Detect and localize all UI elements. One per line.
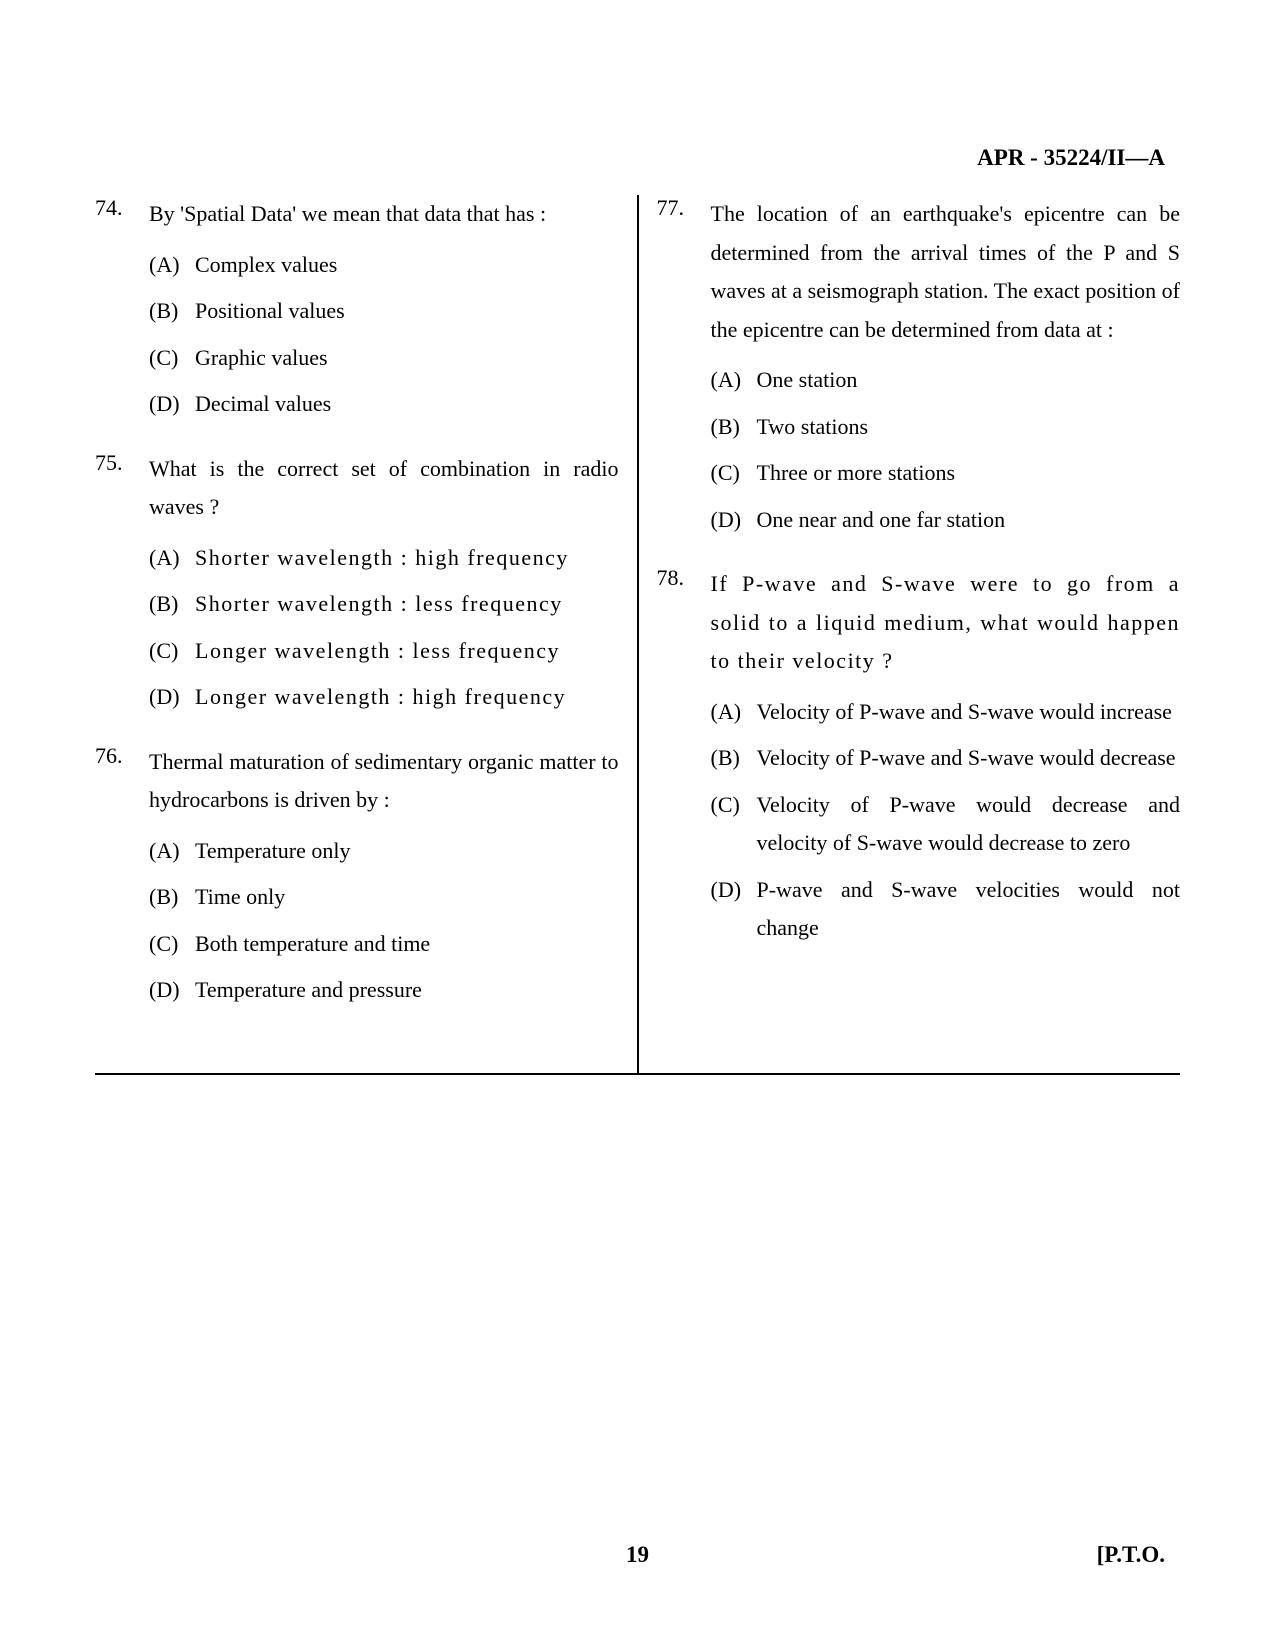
option: (D)One near and one far station <box>711 501 1181 540</box>
question-number: 76. <box>95 743 137 1018</box>
question-text: By 'Spatial Data' we mean that data that… <box>149 195 619 234</box>
question-body: If P-wave and S-wave were to go from a s… <box>711 565 1181 956</box>
option: (C)Graphic values <box>149 339 619 378</box>
question-text: If P-wave and S-wave were to go from a s… <box>711 565 1181 681</box>
option: (B)Two stations <box>711 408 1181 447</box>
option-label: (D) <box>711 871 749 948</box>
exam-header: APR - 35224/II—A <box>977 145 1165 171</box>
question-text: Thermal maturation of sedimentary organi… <box>149 743 619 820</box>
option-label: (C) <box>711 786 749 863</box>
option: (B)Positional values <box>149 292 619 331</box>
option-label: (B) <box>149 878 187 917</box>
option-label: (C) <box>711 454 749 493</box>
option-text: Temperature only <box>195 832 619 871</box>
left-column: 74. By 'Spatial Data' we mean that data t… <box>95 195 639 1073</box>
option-label: (C) <box>149 339 187 378</box>
pto-label: [P.T.O. <box>1097 1542 1165 1568</box>
option-label: (A) <box>711 361 749 400</box>
option: (A)Shorter wavelength : high frequency <box>149 539 619 578</box>
option-label: (C) <box>149 925 187 964</box>
question: 77. The location of an earthquake's epice… <box>657 195 1181 547</box>
option-text: Positional values <box>195 292 619 331</box>
option-label: (D) <box>149 971 187 1010</box>
question: 75. What is the correct set of combinatio… <box>95 450 619 725</box>
content-area: 74. By 'Spatial Data' we mean that data t… <box>95 195 1180 1075</box>
option: (C)Three or more stations <box>711 454 1181 493</box>
option-label: (A) <box>149 539 187 578</box>
question-body: What is the correct set of combination i… <box>149 450 619 725</box>
option-label: (B) <box>711 408 749 447</box>
option: (D)Longer wavelength : high frequency <box>149 678 619 717</box>
question-text: The location of an earthquake's epicentr… <box>711 195 1181 349</box>
option-text: One station <box>757 361 1181 400</box>
question-number: 77. <box>657 195 699 547</box>
option-text: Decimal values <box>195 385 619 424</box>
option-label: (B) <box>149 292 187 331</box>
option-text: Shorter wavelength : high frequency <box>195 539 619 578</box>
question-body: Thermal maturation of sedimentary organi… <box>149 743 619 1018</box>
options-list: (A)One station(B)Two stations(C)Three or… <box>711 361 1181 539</box>
option-text: Velocity of P-wave and S-wave would incr… <box>757 693 1181 732</box>
question-number: 75. <box>95 450 137 725</box>
options-list: (A)Shorter wavelength : high frequency(B… <box>149 539 619 717</box>
option: (C)Velocity of P-wave would decrease and… <box>711 786 1181 863</box>
page-footer: 19 [P.T.O. <box>0 1542 1275 1568</box>
option-text: Temperature and pressure <box>195 971 619 1010</box>
option-label: (D) <box>149 385 187 424</box>
options-list: (A)Temperature only(B)Time only(C)Both t… <box>149 832 619 1010</box>
option: (C)Both temperature and time <box>149 925 619 964</box>
option: (A)One station <box>711 361 1181 400</box>
question: 74. By 'Spatial Data' we mean that data t… <box>95 195 619 432</box>
option-text: Complex values <box>195 246 619 285</box>
option-text: Graphic values <box>195 339 619 378</box>
option-label: (A) <box>149 246 187 285</box>
option: (A)Complex values <box>149 246 619 285</box>
option: (D)Temperature and pressure <box>149 971 619 1010</box>
option: (A)Temperature only <box>149 832 619 871</box>
option: (B)Velocity of P-wave and S-wave would d… <box>711 739 1181 778</box>
option-label: (A) <box>711 693 749 732</box>
option-text: Three or more stations <box>757 454 1181 493</box>
option: (B)Time only <box>149 878 619 917</box>
option-text: Shorter wavelength : less frequency <box>195 585 619 624</box>
option: (D)Decimal values <box>149 385 619 424</box>
option-label: (C) <box>149 632 187 671</box>
option-label: (B) <box>711 739 749 778</box>
options-list: (A)Velocity of P-wave and S-wave would i… <box>711 693 1181 948</box>
option-text: Velocity of P-wave and S-wave would decr… <box>757 739 1181 778</box>
question-number: 74. <box>95 195 137 432</box>
option-text: One near and one far station <box>757 501 1181 540</box>
option: (C)Longer wavelength : less frequency <box>149 632 619 671</box>
option: (A)Velocity of P-wave and S-wave would i… <box>711 693 1181 732</box>
option-label: (D) <box>711 501 749 540</box>
option: (D)P-wave and S-wave velocities would no… <box>711 871 1181 948</box>
option-text: Two stations <box>757 408 1181 447</box>
question-text: What is the correct set of combination i… <box>149 450 619 527</box>
option-text: Time only <box>195 878 619 917</box>
question: 76. Thermal maturation of sedimentary org… <box>95 743 619 1018</box>
option: (B)Shorter wavelength : less frequency <box>149 585 619 624</box>
option-label: (A) <box>149 832 187 871</box>
question-number: 78. <box>657 565 699 956</box>
option-text: P-wave and S-wave velocities would not c… <box>757 871 1181 948</box>
options-list: (A)Complex values(B)Positional values(C)… <box>149 246 619 424</box>
page-number: 19 <box>626 1542 649 1568</box>
right-column: 77. The location of an earthquake's epice… <box>639 195 1181 1073</box>
question: 78. If P-wave and S-wave were to go from … <box>657 565 1181 956</box>
option-text: Longer wavelength : high frequency <box>195 678 619 717</box>
question-body: By 'Spatial Data' we mean that data that… <box>149 195 619 432</box>
option-text: Velocity of P-wave would decrease and ve… <box>757 786 1181 863</box>
option-text: Longer wavelength : less frequency <box>195 632 619 671</box>
option-label: (B) <box>149 585 187 624</box>
option-label: (D) <box>149 678 187 717</box>
option-text: Both temperature and time <box>195 925 619 964</box>
question-body: The location of an earthquake's epicentr… <box>711 195 1181 547</box>
